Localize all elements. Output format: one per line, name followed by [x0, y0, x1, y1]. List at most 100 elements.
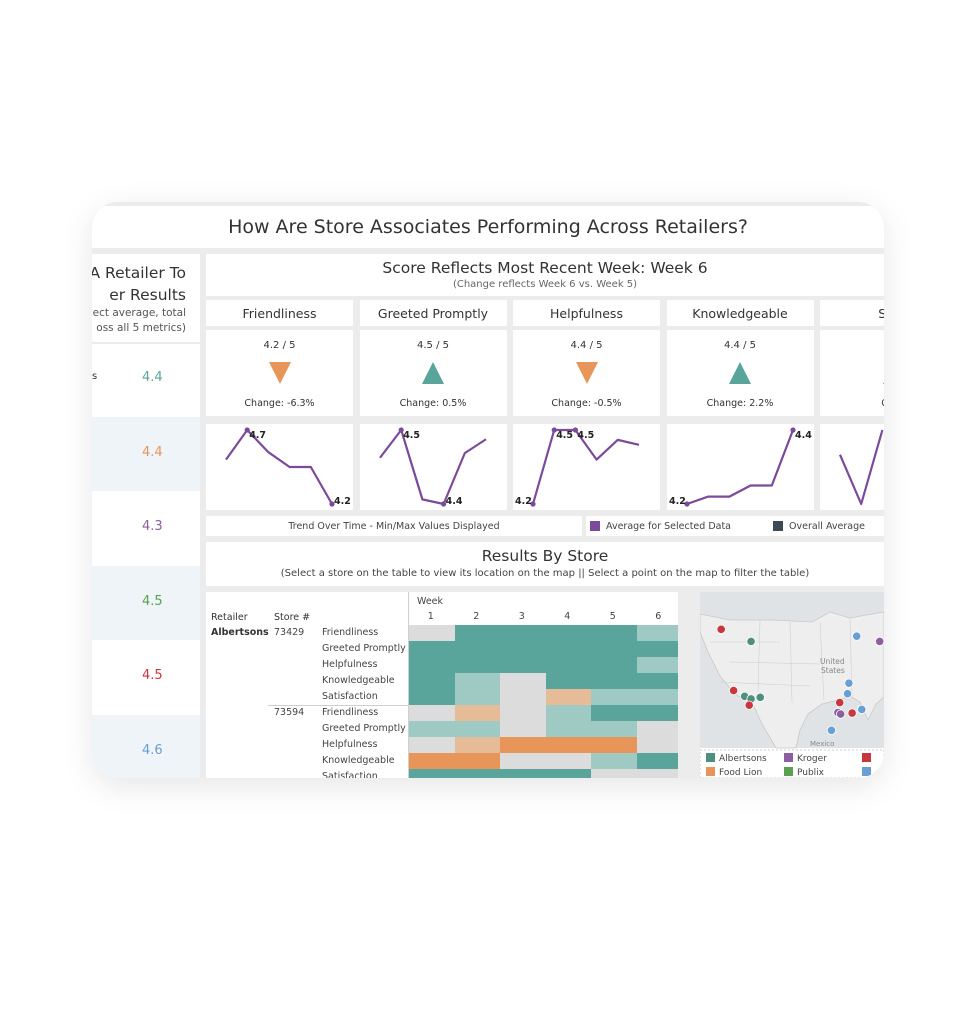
heat-cell[interactable] [454, 689, 500, 705]
metric-5-kpi[interactable]: 4 Chan [820, 330, 884, 416]
metric-1-trend-chart[interactable]: 4.7 4.2 [206, 424, 353, 510]
heat-cell[interactable] [545, 625, 591, 641]
heat-cell[interactable] [545, 657, 591, 673]
heat-cell[interactable] [454, 721, 500, 737]
heat-cell[interactable] [454, 657, 500, 673]
map-legend-label[interactable]: Food Lion [719, 768, 762, 778]
metric-2-trend-chart[interactable]: 4.5 4.4 [359, 424, 507, 510]
heat-cell[interactable] [500, 689, 546, 705]
store-results-table[interactable]: Week Retailer Store # Albertsons 1 2 3 4 5 6 7… [206, 592, 678, 778]
heat-cell[interactable] [591, 657, 637, 673]
heat-cell[interactable] [636, 737, 678, 753]
heat-cell[interactable] [545, 721, 591, 737]
retailer-row[interactable]: 4.4 [92, 416, 200, 491]
retailer-row[interactable]: 4.5 [92, 640, 200, 714]
heat-cell[interactable] [591, 689, 637, 705]
map-legend-swatch[interactable] [862, 767, 871, 776]
heat-cell[interactable] [409, 753, 455, 769]
store-number[interactable]: 73594 [274, 707, 305, 718]
metric-5-trend-chart[interactable] [820, 424, 884, 510]
heat-cell[interactable] [409, 737, 455, 753]
retailer-row[interactable]: s 4.4 [92, 342, 200, 416]
heat-cell[interactable] [500, 705, 546, 721]
heat-cell[interactable] [500, 753, 546, 769]
heat-cell[interactable] [409, 705, 455, 721]
heat-cell[interactable] [591, 641, 637, 657]
heat-cell[interactable] [409, 721, 455, 737]
heat-cell[interactable] [454, 705, 500, 721]
store-map-point[interactable] [746, 636, 756, 646]
heat-cell[interactable] [454, 673, 500, 689]
heat-cell[interactable] [636, 689, 678, 705]
heat-cell[interactable] [409, 641, 455, 657]
heat-cell[interactable] [454, 753, 500, 769]
heat-cell[interactable] [500, 641, 546, 657]
store-map-point[interactable] [728, 685, 739, 696]
heat-cell[interactable] [591, 769, 637, 778]
store-number[interactable]: 73429 [274, 627, 305, 638]
heat-cell[interactable] [500, 769, 546, 778]
store-map-point[interactable] [835, 697, 845, 708]
heat-cell[interactable] [591, 753, 637, 769]
heat-cell[interactable] [591, 625, 637, 641]
heat-cell[interactable] [636, 641, 678, 657]
heat-cell[interactable] [454, 769, 500, 778]
heat-cell[interactable] [409, 657, 455, 673]
map-legend-label[interactable]: Albertsons [719, 754, 767, 764]
store-map-point[interactable] [826, 725, 837, 735]
heat-cell[interactable] [591, 705, 637, 721]
metric-4-trend-chart[interactable]: 4.2 4.4 [666, 424, 814, 510]
metric-3-kpi[interactable]: 4.4 / 5 Change: -0.5% [513, 330, 660, 416]
heat-cell[interactable] [500, 657, 546, 673]
store-map-point[interactable] [842, 689, 853, 699]
heat-cell[interactable] [500, 673, 546, 689]
metric-4-kpi[interactable]: 4.4 / 5 Change: 2.2% [666, 330, 814, 416]
heat-cell[interactable] [500, 721, 546, 737]
heat-cell[interactable] [545, 769, 591, 778]
map-legend-label[interactable]: Kroger [797, 754, 827, 764]
map-legend-swatch[interactable] [862, 753, 871, 762]
map-legend-swatch[interactable] [706, 767, 715, 776]
heat-cell[interactable] [591, 721, 637, 737]
heat-cell[interactable] [636, 657, 678, 673]
metric-3-trend-chart[interactable]: 4.2 4.5 4.5 [513, 424, 660, 510]
heat-cell[interactable] [636, 705, 678, 721]
map-legend-swatch[interactable] [784, 767, 793, 776]
store-map-point[interactable] [875, 636, 884, 646]
heat-cell[interactable] [409, 689, 455, 705]
retailer-row[interactable]: 4.3 [92, 491, 200, 565]
retailer-row[interactable]: 4.6 [92, 714, 200, 778]
heat-cell[interactable] [636, 753, 678, 769]
store-map-point[interactable] [844, 678, 854, 688]
heat-cell[interactable] [545, 641, 591, 657]
heat-cell[interactable] [636, 625, 678, 641]
store-map-point[interactable] [755, 692, 765, 702]
heat-cell[interactable] [500, 625, 546, 641]
heat-cell[interactable] [636, 721, 678, 737]
map-legend-swatch[interactable] [784, 753, 793, 762]
heat-cell[interactable] [636, 673, 678, 689]
heat-cell[interactable] [591, 673, 637, 689]
heat-cell[interactable] [545, 737, 591, 753]
heat-cell[interactable] [409, 625, 455, 641]
heat-cell[interactable] [454, 737, 500, 753]
store-map-point[interactable] [847, 708, 857, 718]
metric-1-kpi[interactable]: 4.2 / 5 Change: -6.3% [206, 330, 353, 416]
heat-cell[interactable] [500, 737, 546, 753]
heat-cell[interactable] [545, 705, 591, 721]
heat-cell[interactable] [454, 641, 500, 657]
store-map-point[interactable] [857, 704, 867, 714]
heat-cell[interactable] [409, 673, 455, 689]
metric-2-kpi[interactable]: 4.5 / 5 Change: 0.5% [359, 330, 507, 416]
heat-cell[interactable] [454, 625, 500, 641]
store-map-point[interactable] [744, 700, 754, 710]
heat-cell[interactable] [545, 753, 591, 769]
store-map-point[interactable] [836, 709, 846, 719]
store-map-point[interactable] [852, 631, 862, 641]
retailer-row[interactable]: 4.5 [92, 565, 200, 640]
heat-cell[interactable] [409, 769, 455, 778]
heat-cell[interactable] [636, 769, 678, 778]
heat-cell[interactable] [591, 737, 637, 753]
map-legend-label[interactable]: Publix [797, 768, 825, 778]
